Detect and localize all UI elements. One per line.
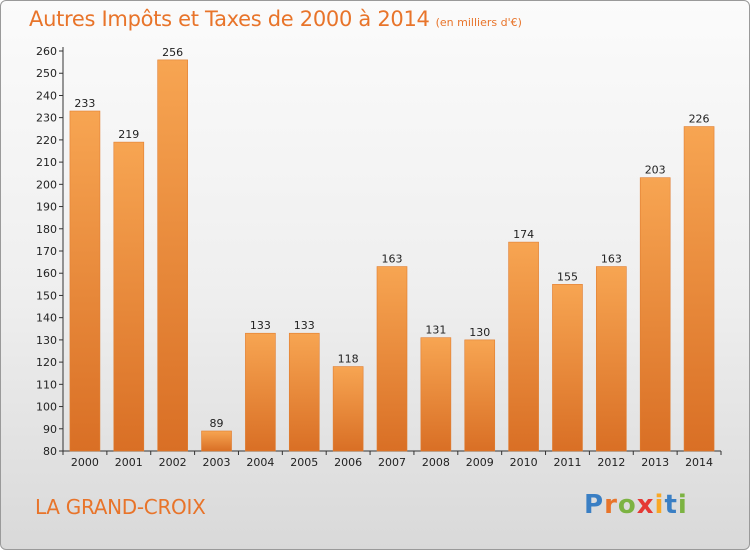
proxiti-logo: Proxiti (584, 490, 688, 520)
y-tick-label: 140 (36, 312, 57, 325)
x-tick-label-2007: 2007 (378, 456, 406, 469)
x-tick-label-2009: 2009 (466, 456, 494, 469)
value-label-2008: 131 (425, 324, 446, 337)
value-label-2013: 203 (645, 164, 666, 177)
y-tick-label: 80 (43, 445, 57, 458)
x-tick-label-2004: 2004 (246, 456, 274, 469)
bar-2005 (288, 332, 320, 452)
value-label-2001: 219 (118, 128, 139, 141)
y-tick-label: 110 (36, 378, 57, 391)
value-label-2012: 163 (601, 253, 622, 266)
y-tick-label: 180 (36, 223, 57, 236)
y-tick-label: 230 (36, 112, 57, 125)
x-tick-label-2005: 2005 (290, 456, 318, 469)
logo-letter: P (584, 490, 605, 520)
bar-2008 (420, 337, 452, 452)
chart-subtitle: (en milliers d'€) (435, 16, 522, 29)
bar-2013 (639, 177, 671, 452)
value-label-2002: 256 (162, 46, 183, 59)
x-tick-label-2001: 2001 (115, 456, 143, 469)
value-label-2011: 155 (557, 270, 578, 283)
value-label-2014: 226 (689, 113, 710, 126)
y-tick-label: 130 (36, 334, 57, 347)
value-label-2000: 233 (74, 97, 95, 110)
bar-2011 (552, 284, 583, 452)
x-tick-label-2008: 2008 (422, 456, 450, 469)
x-tick-label-2012: 2012 (597, 456, 625, 469)
y-tick-label: 170 (36, 245, 57, 258)
x-tick-label-2002: 2002 (159, 456, 187, 469)
bar-2001 (113, 141, 145, 452)
logo-letter: r (604, 490, 618, 520)
x-tick-label-2003: 2003 (203, 456, 231, 469)
bar-2009 (464, 339, 496, 452)
bar-2000 (69, 110, 101, 452)
chart-axes: 80 90 100 110 120 130 140 150 160 170 180 190 200 210… (36, 45, 722, 469)
value-label-2005: 133 (294, 319, 315, 332)
value-label-2004: 133 (250, 319, 271, 332)
y-tick-label: 220 (36, 134, 57, 147)
logo-letter: i (677, 490, 688, 520)
y-tick-label: 100 (36, 401, 57, 414)
logo-letter: o (617, 490, 637, 520)
logo-letter: x (636, 490, 655, 520)
x-tick-label-2006: 2006 (334, 456, 362, 469)
value-label-2010: 174 (513, 228, 534, 241)
chart-bars: 233 219 256 89 133 133 118 163 131 130 174 155 163 20… (69, 46, 715, 452)
x-tick-label-2014: 2014 (685, 456, 713, 469)
y-tick-label: 210 (36, 156, 57, 169)
bar-2003 (201, 430, 232, 452)
bar-2006 (332, 366, 364, 452)
y-tick-label: 190 (36, 201, 57, 214)
chart-title-text: Autres Impôts et Taxes de 2000 à 2014 (29, 7, 430, 31)
value-label-2006: 118 (338, 353, 359, 366)
y-tick-label: 120 (36, 356, 57, 369)
y-tick-label: 200 (36, 178, 57, 191)
x-tick-label-2011: 2011 (553, 456, 581, 469)
y-tick-label: 160 (36, 267, 57, 280)
logo-letter: i (654, 490, 665, 520)
x-tick-label-2000: 2000 (71, 456, 99, 469)
y-tick-label: 90 (43, 423, 57, 436)
logo-letter: t (664, 490, 678, 520)
bar-2007 (376, 266, 408, 452)
bar-2010 (508, 241, 539, 452)
value-label-2003: 89 (210, 417, 224, 430)
x-tick-label-2010: 2010 (510, 456, 538, 469)
y-tick-label: 260 (36, 45, 57, 58)
bar-2004 (245, 332, 276, 452)
bar-2002 (157, 59, 188, 452)
chart-title: Autres Impôts et Taxes de 2000 à 2014 (en… (29, 7, 522, 31)
value-label-2009: 130 (469, 326, 490, 339)
value-label-2007: 163 (382, 253, 403, 266)
commune-name: LA GRAND-CROIX (35, 495, 206, 519)
bar-2012 (596, 266, 627, 452)
y-tick-label: 250 (36, 67, 57, 80)
bar-2014 (683, 126, 715, 452)
x-tick-label-2013: 2013 (641, 456, 669, 469)
y-tick-label: 240 (36, 89, 57, 102)
y-tick-label: 150 (36, 289, 57, 302)
